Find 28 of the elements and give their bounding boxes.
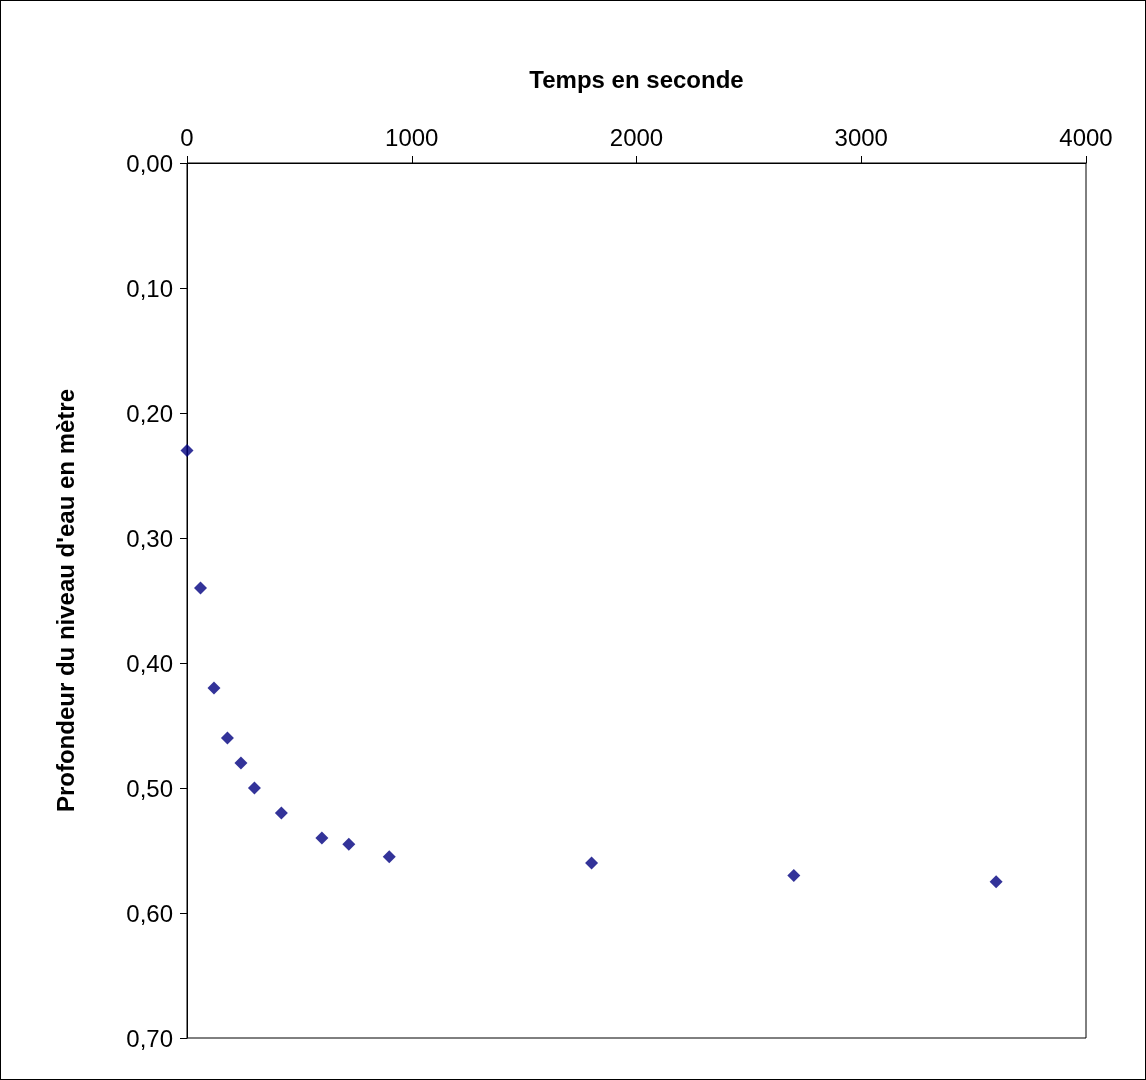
- y-tick-label: 0,20: [126, 399, 173, 427]
- point: [382, 850, 396, 864]
- point: [247, 781, 261, 795]
- point: [342, 837, 356, 851]
- point: [180, 444, 194, 457]
- x-tick-label: 1000: [385, 123, 439, 151]
- y-tick-label: 0,40: [126, 649, 173, 677]
- point: [234, 756, 248, 770]
- point: [989, 875, 1003, 889]
- point: [193, 581, 207, 595]
- y-tick-label: 0,10: [126, 274, 173, 302]
- y-tick-label: 0,30: [126, 524, 173, 552]
- x-tick-label: 2000: [609, 123, 664, 151]
- point: [585, 856, 599, 870]
- y-tick-label: 0,70: [126, 1024, 173, 1052]
- point: [207, 681, 221, 695]
- y-tick-label: 0,00: [126, 149, 173, 177]
- point: [220, 731, 234, 745]
- x-tick-label: 3000: [834, 123, 888, 151]
- x-axis-title: Temps en seconde: [529, 65, 744, 93]
- x-tick-label: 4000: [1059, 123, 1113, 151]
- y-tick-label: 0,50: [126, 774, 173, 802]
- point: [315, 831, 329, 845]
- point: [787, 869, 801, 882]
- x-tick-label: 0: [180, 123, 194, 151]
- point: [274, 806, 288, 820]
- y-axis-title: Profondeur du niveau d'eau en mètre: [51, 388, 79, 813]
- y-tick-label: 0,60: [126, 899, 173, 927]
